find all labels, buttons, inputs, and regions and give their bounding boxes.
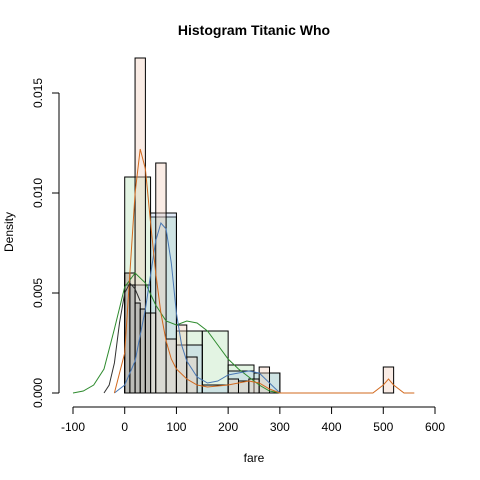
x-tick-label: 400	[322, 420, 342, 434]
chart-title: Histogram Titanic Who	[178, 22, 330, 38]
bars-layer	[124, 57, 395, 394]
y-tick-label: 0.015	[31, 78, 45, 108]
histogram-bar-s2-5	[175, 324, 188, 394]
x-tick-label: 300	[270, 420, 290, 434]
histogram-bar-s3-4	[144, 312, 152, 394]
y-tick-label: 0.010	[31, 178, 45, 208]
histogram-bar-s2-7	[227, 378, 239, 394]
x-tick-label: 200	[218, 420, 238, 434]
histogram-bar-s2-3	[155, 162, 167, 394]
density-curves-layer	[72, 148, 415, 394]
histogram-bar-s2-6	[186, 356, 198, 394]
density-curve-s0	[72, 272, 280, 394]
histogram-bar-s1-2	[175, 344, 203, 394]
density-curve-s3	[103, 282, 141, 394]
x-tick-label: 600	[425, 420, 445, 434]
histogram-bar-s2-11	[382, 366, 395, 394]
y-axis-label: Density	[2, 212, 16, 252]
x-tick-label: 100	[166, 420, 186, 434]
histogram-bar-s0-3	[201, 330, 229, 394]
density-curve-s2	[113, 148, 415, 394]
histogram-bar-s2-10	[258, 366, 271, 394]
x-axis-label: fare	[244, 451, 265, 465]
y-axis: 0.000 0.005 0.010 0.015	[31, 78, 60, 408]
x-tick-label: -100	[61, 420, 85, 434]
y-tick-label: 0.005	[31, 278, 45, 308]
x-tick-label: 500	[373, 420, 393, 434]
y-tick-label: 0.000	[31, 378, 45, 408]
x-tick-label: 0	[121, 420, 128, 434]
histogram-bar-s3-1	[129, 284, 136, 394]
density-curve-s1	[114, 221, 281, 394]
x-axis: -100 0 100 200 300 400 500 600	[61, 406, 445, 434]
